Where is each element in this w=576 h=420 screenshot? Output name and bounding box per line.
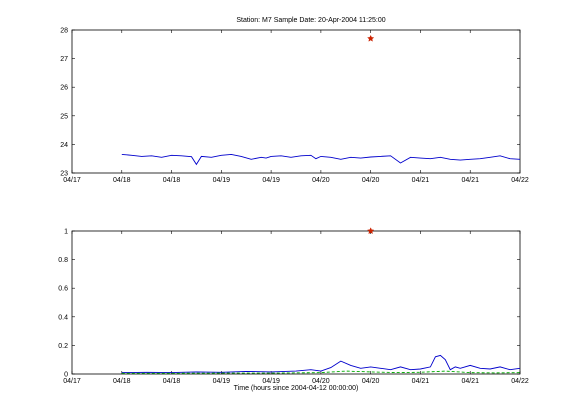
top-x-tick-label: 04/18: [163, 177, 181, 184]
top-sample-marker: [366, 34, 375, 42]
bottom-axes: 04/17 04/18 04/18 04/19 04/19 04/20 04/20 04/21…: [58, 227, 529, 385]
top-y-tick-label: 24: [60, 142, 68, 149]
top-y-tick-label: 23: [60, 171, 68, 178]
bottom-y-tick-label: 0.8: [58, 257, 68, 264]
top-y-tick-label: 27: [60, 56, 68, 63]
bottom-x-tick-label: 04/21: [461, 378, 479, 385]
top-x-tick-label: 04/19: [213, 177, 231, 184]
bottom-y-tick-label: 1: [64, 229, 68, 236]
bottom-x-tick-label: 04/19: [213, 378, 231, 385]
top-series-line-0: [121, 153, 521, 166]
bottom-x-tick-label: 04/21: [412, 378, 430, 385]
top-x-tick-label: 04/21: [461, 177, 479, 184]
bottom-x-tick-label: 04/22: [511, 378, 529, 385]
top-axes: 04/17 04/18 04/18 04/19 04/19 04/20 04/20 04/21…: [60, 28, 529, 185]
bottom-x-tick-label: 04/20: [312, 378, 330, 385]
bottom-x-tick-label: 04/19: [262, 378, 280, 385]
bottom-x-tick-label: 04/20: [362, 378, 380, 385]
bottom-y-tick-label: 0: [64, 372, 68, 379]
x-axis-label: Time (hours since 2004-04-12 00:00:00): [234, 385, 359, 392]
top-y-tick-label: 26: [60, 85, 68, 92]
bottom-series-line-0: [121, 354, 521, 374]
top-axes-frame: [71, 29, 521, 174]
bottom-axes-frame: [71, 230, 521, 375]
top-y-tick-label: 25: [60, 113, 68, 120]
top-x-tick-label: 04/17: [63, 177, 81, 184]
bottom-x-tick-label: 04/17: [63, 378, 81, 385]
top-x-tick-label: 04/20: [362, 177, 380, 184]
bottom-x-tick-label: 04/18: [113, 378, 131, 385]
top-x-tick-label: 04/18: [113, 177, 131, 184]
top-x-tick-label: 04/22: [511, 177, 529, 184]
top-x-tick-label: 04/21: [412, 177, 430, 184]
top-y-tick-label: 28: [60, 28, 68, 35]
bottom-y-tick-label: 0.4: [58, 314, 68, 321]
top-x-tick-label: 04/20: [312, 177, 330, 184]
bottom-x-tick-label: 04/18: [163, 378, 181, 385]
bottom-y-tick-label: 0.2: [58, 343, 68, 350]
chart-title: Station: M7 Sample Date: 20-Apr-2004 11:…: [236, 17, 385, 24]
bottom-y-tick-label: 0.6: [58, 286, 68, 293]
top-x-tick-label: 04/19: [262, 177, 280, 184]
bottom-sample-marker: [366, 227, 375, 235]
